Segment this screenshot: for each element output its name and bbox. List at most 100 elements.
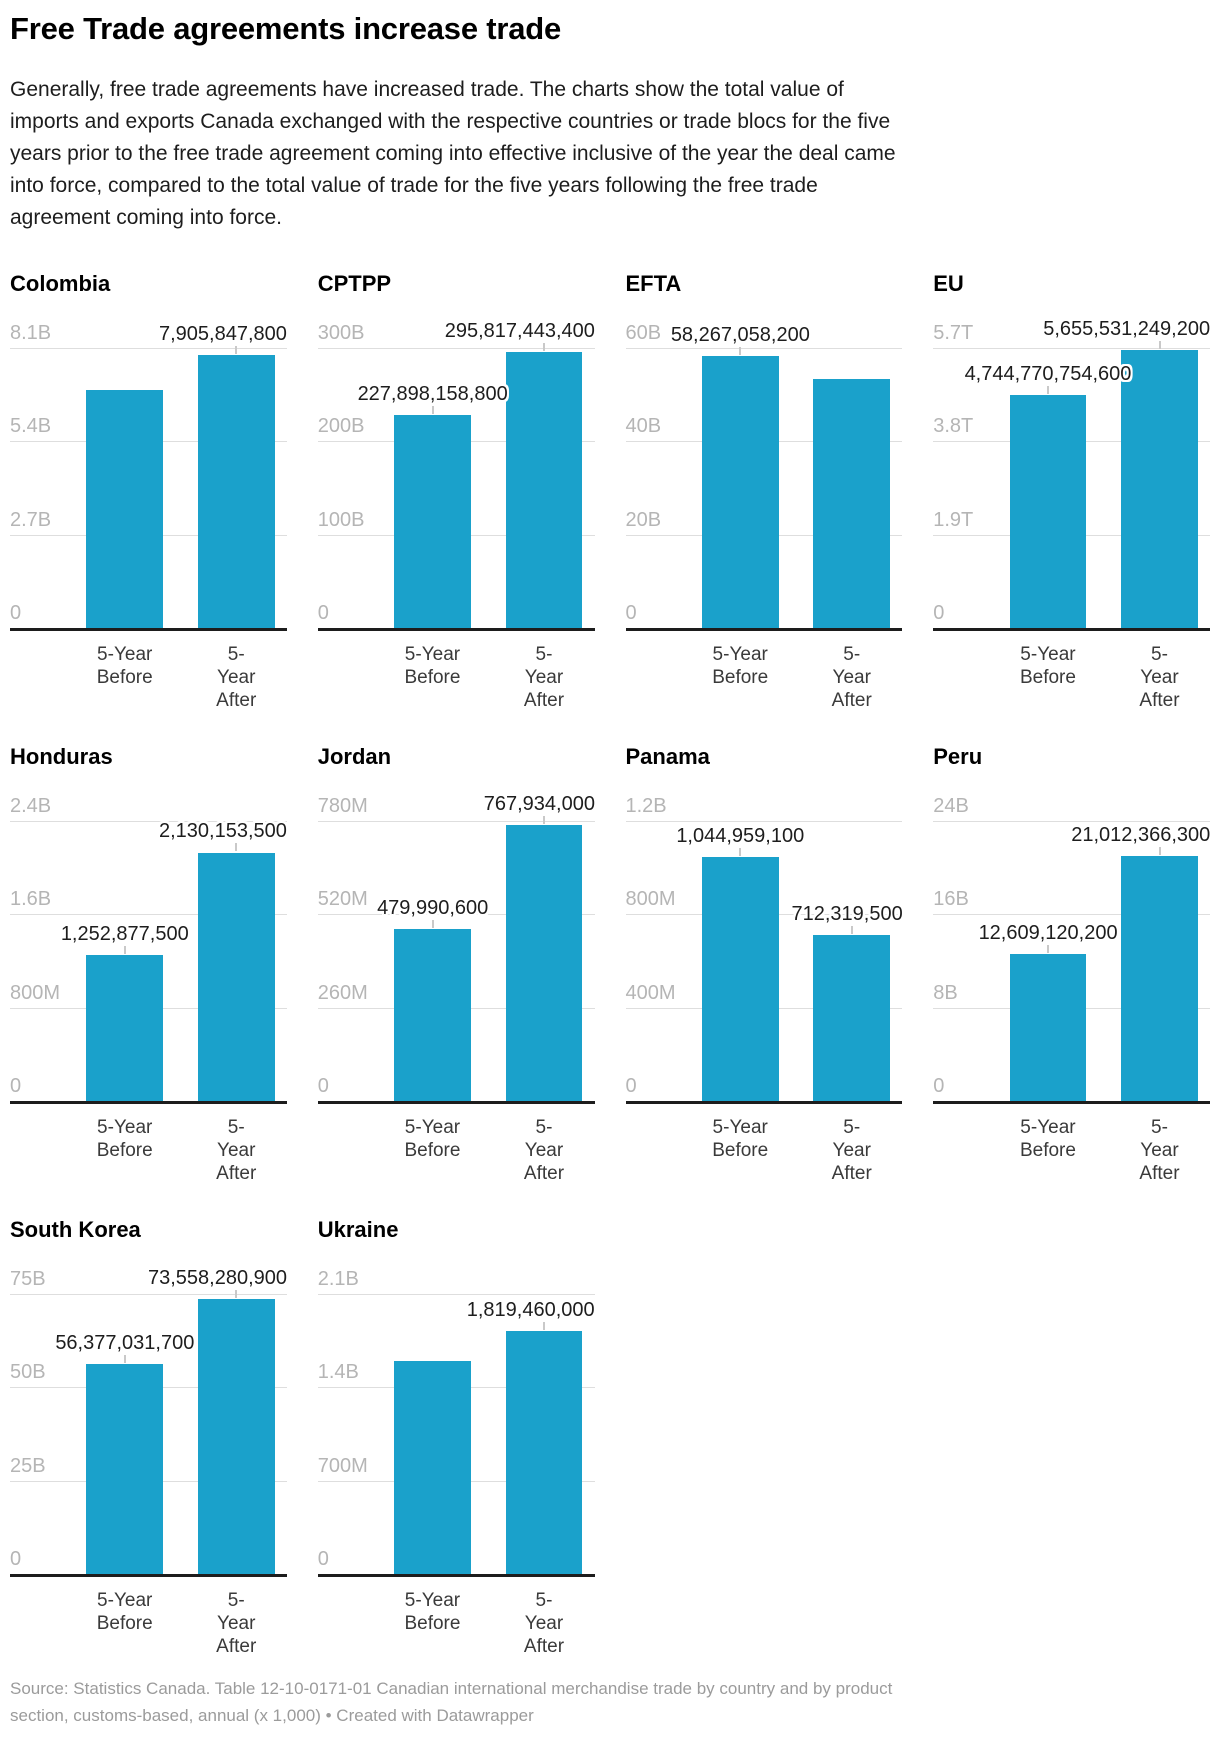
y-axis-tick-label: 1.2B xyxy=(625,795,667,817)
y-axis-tick-label: 0 xyxy=(10,1075,22,1097)
y-axis-tick-label: 0 xyxy=(317,1548,329,1570)
gridline xyxy=(317,914,595,916)
x-axis-label-before: 5-Year Before xyxy=(712,644,769,688)
bar-after[interactable] xyxy=(505,1331,583,1574)
gridline xyxy=(10,348,287,349)
chart-colombia: Colombia 8.1B 5.4B 2.7B 0 7,905,847,800 5-Year… xyxy=(10,270,287,711)
x-axis-label-after: 5-Year After xyxy=(216,1590,257,1657)
bar-before[interactable] xyxy=(1009,953,1087,1101)
gridline xyxy=(625,821,903,822)
value-label: 479,990,600 xyxy=(377,896,489,919)
x-axis-label-after: 5-Year After xyxy=(1139,644,1180,711)
value-label-tick xyxy=(1047,944,1050,953)
value-label-tick xyxy=(123,945,126,954)
datawrapper-attribution-link[interactable]: Created with Datawrapper xyxy=(336,1706,534,1725)
y-axis-tick-label: 2.1B xyxy=(317,1268,359,1290)
chart-panama: Panama 1.2B 800M 400M 0 1,044,959,100 712,319,… xyxy=(625,743,903,1184)
value-label-tick xyxy=(1047,385,1050,394)
value-label-tick xyxy=(235,1290,238,1299)
bar-after[interactable] xyxy=(1121,350,1198,628)
bar-after[interactable] xyxy=(813,379,891,628)
y-axis-tick-label: 0 xyxy=(625,602,637,624)
value-label: 58,267,058,200 xyxy=(670,324,810,347)
x-axis-label-after: 5-Year After xyxy=(1139,1117,1180,1184)
plot-area: 300B 200B 100B 0 227,898,158,800 295,817,443,… xyxy=(317,313,595,631)
x-axis-label-before: 5-Year Before xyxy=(404,644,461,688)
y-axis-tick-label: 75B xyxy=(10,1268,46,1290)
gridline xyxy=(933,821,1210,822)
value-label: 21,012,366,300 xyxy=(1071,823,1211,846)
value-label: 227,898,158,800 xyxy=(357,383,508,406)
chart-title: South Korea xyxy=(10,1217,141,1242)
x-axis-label-before: 5-Year Before xyxy=(1019,644,1076,688)
bar-after[interactable] xyxy=(505,825,583,1101)
chart-title: Honduras xyxy=(10,744,113,769)
gridline xyxy=(317,348,595,349)
chart-efta: EFTA 60B 40B 20B 0 58,267,058,200 5-Year Befor… xyxy=(625,270,903,711)
source-note-line: section, customs-based, annual (x 1,000)… xyxy=(10,1702,1210,1729)
y-axis-tick-label: 260M xyxy=(317,981,368,1004)
y-axis-tick-label: 0 xyxy=(317,602,329,624)
x-axis-labels: 5-Year Before 5-Year After xyxy=(318,643,595,711)
bar-before[interactable] xyxy=(394,1361,471,1574)
plot-area: 24B 16B 8B 0 12,609,120,200 21,012,366,300 xyxy=(933,786,1210,1104)
bar-before[interactable] xyxy=(394,415,471,628)
value-label: 712,319,500 xyxy=(791,902,903,925)
y-axis-tick-label: 520M xyxy=(317,888,368,911)
bar-after[interactable] xyxy=(197,852,275,1101)
x-axis-label-after: 5-Year After xyxy=(216,1117,257,1184)
page-title: Free Trade agreements increase trade xyxy=(10,11,562,46)
bar-after[interactable] xyxy=(505,351,583,628)
bar-after[interactable] xyxy=(197,354,275,628)
y-axis-tick-label: 0 xyxy=(933,602,945,624)
chart-ukraine: Ukraine 2.1B 1.4B 700M 0 1,819,460,000 5-Year … xyxy=(317,1216,595,1657)
gridline xyxy=(10,821,287,822)
gridline xyxy=(317,1294,595,1295)
x-axis-label-after: 5-Year After xyxy=(523,644,565,711)
chart-cptpp: CPTPP 300B 200B 100B 0 227,898,158,800 295,817… xyxy=(317,270,595,711)
y-axis-tick-label: 700M xyxy=(317,1454,368,1477)
bar-before[interactable] xyxy=(1009,394,1087,628)
value-label-tick xyxy=(543,816,546,825)
gridline xyxy=(10,1294,287,1295)
y-axis-tick-label: 780M xyxy=(317,795,368,817)
value-label: 56,377,031,700 xyxy=(55,1331,195,1354)
x-axis-label-before: 5-Year Before xyxy=(96,1590,153,1634)
gridline xyxy=(317,821,595,822)
x-axis-label-before: 5-Year Before xyxy=(404,1117,461,1161)
chart-honduras: Honduras 2.4B 1.6B 800M 0 1,252,877,500 2,130,… xyxy=(10,743,287,1184)
x-axis-labels: 5-Year Before 5-Year After xyxy=(10,1589,287,1657)
y-axis-tick-label: 60B xyxy=(625,322,662,344)
x-axis-labels: 5-Year Before 5-Year After xyxy=(10,643,287,711)
value-label: 4,744,770,754,600 xyxy=(964,362,1132,385)
bar-after[interactable] xyxy=(197,1299,275,1574)
chart-title: CPTPP xyxy=(317,271,392,296)
description-line: agreement coming into force. xyxy=(10,206,282,229)
plot-area: 780M 520M 260M 0 479,990,600 767,934,000 xyxy=(317,786,595,1104)
chart-south-korea: South Korea 75B 50B 25B 0 56,377,031,700 73,55… xyxy=(10,1216,287,1657)
x-axis-labels: 5-Year Before 5-Year After xyxy=(933,643,1210,711)
value-label-tick xyxy=(739,848,742,857)
bar-before[interactable] xyxy=(701,356,779,628)
bar-before[interactable] xyxy=(86,390,164,628)
plot-area: 1.2B 800M 400M 0 1,044,959,100 712,319,500 xyxy=(625,786,903,1104)
bar-before[interactable] xyxy=(86,954,164,1101)
value-label-tick xyxy=(431,919,434,928)
y-axis-tick-label: 2.4B xyxy=(10,795,52,817)
y-axis-tick-label: 3.8T xyxy=(933,415,974,438)
bar-after[interactable] xyxy=(1121,855,1198,1101)
bar-before[interactable] xyxy=(394,928,471,1101)
plot-area: 75B 50B 25B 0 56,377,031,700 73,558,280,900 xyxy=(10,1259,287,1577)
chart-title: Colombia xyxy=(10,271,111,296)
x-axis-label-before: 5-Year Before xyxy=(96,1117,153,1161)
bar-before[interactable] xyxy=(701,857,779,1101)
bar-after[interactable] xyxy=(813,934,891,1101)
value-label: 1,044,959,100 xyxy=(676,825,805,848)
y-axis-tick-label: 1.9T xyxy=(933,508,974,531)
bar-before[interactable] xyxy=(86,1363,164,1574)
y-axis-tick-label: 16B xyxy=(933,888,969,911)
gridline xyxy=(625,348,903,349)
value-label-tick xyxy=(739,347,742,356)
x-axis-labels: 5-Year Before 5-Year After xyxy=(626,643,903,711)
